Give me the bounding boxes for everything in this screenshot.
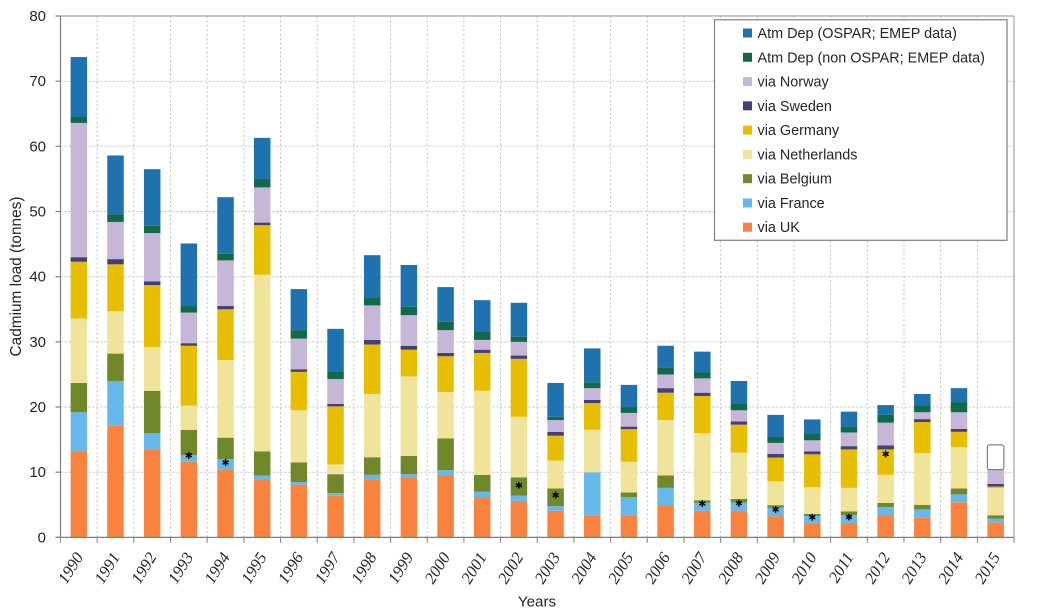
svg-text:Atm Dep (non OSPAR; EMEP data): Atm Dep (non OSPAR; EMEP data) [758,50,985,66]
svg-text:40: 40 [29,269,46,286]
svg-text:10: 10 [29,464,46,481]
svg-text:50: 50 [29,204,46,221]
svg-text:via Netherlands: via Netherlands [758,147,858,163]
svg-text:60: 60 [29,138,46,155]
svg-text:20: 20 [29,399,46,416]
svg-text:via Germany: via Germany [758,123,840,139]
svg-text:via France: via France [758,196,825,212]
svg-text:via Belgium: via Belgium [758,172,832,188]
svg-text:via UK: via UK [758,220,801,236]
svg-text:80: 80 [29,8,46,25]
svg-text:via Norway: via Norway [758,75,830,91]
svg-text:Years: Years [518,594,557,611]
svg-text:0: 0 [38,529,46,546]
svg-text:70: 70 [29,73,46,90]
svg-text:Cadmium load (tonnes): Cadmium load (tonnes) [8,197,25,357]
svg-text:Atm Dep (OSPAR; EMEP data): Atm Dep (OSPAR; EMEP data) [758,26,957,42]
svg-text:30: 30 [29,334,46,351]
svg-text:via Sweden: via Sweden [758,99,832,115]
